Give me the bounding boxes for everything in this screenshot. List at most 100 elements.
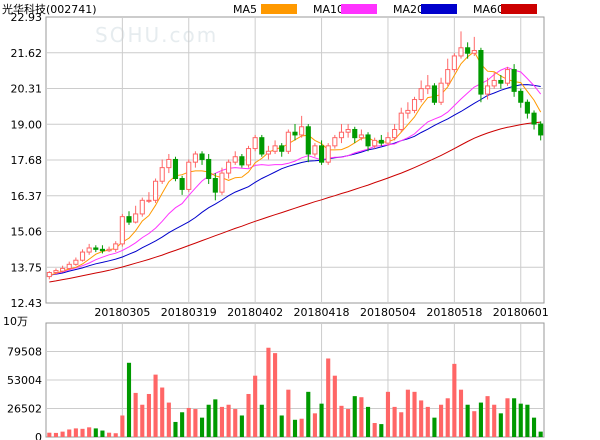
price-tick-label: 19.00: [11, 118, 43, 131]
candle-down: [365, 134, 371, 147]
candle-up: [73, 259, 79, 265]
date-tick-label: 20180305: [94, 306, 150, 319]
volume-bar: [512, 398, 517, 437]
volume-bar: [425, 406, 430, 437]
candle-down: [292, 131, 298, 136]
date-axis: 20180305 20180319 20180402 20180418 20180504…: [94, 306, 548, 319]
volume-bar: [432, 417, 437, 437]
volume-bar: [199, 417, 205, 437]
candle-down: [239, 156, 245, 166]
volume-bar: [379, 424, 384, 437]
volume-bar: [80, 428, 85, 437]
volume-bar: [93, 428, 98, 437]
legend-swatch-ma10: [341, 4, 377, 14]
chart-title: 光华科技(002741): [2, 2, 97, 16]
volume-bar: [332, 375, 337, 437]
candle-up: [226, 161, 232, 174]
candle-down: [531, 112, 537, 125]
volume-bar: [107, 432, 112, 437]
candle-up: [133, 213, 139, 223]
legend-label-ma10: MA10: [313, 3, 344, 16]
volume-bar: [405, 389, 410, 437]
volume-bar: [492, 404, 497, 437]
candle-up: [159, 167, 165, 182]
price-tick-label: 13.75: [11, 261, 43, 274]
volume-bar: [47, 432, 52, 437]
volume-bar: [193, 409, 198, 437]
volume-bar: [498, 413, 503, 437]
volume-bar: [458, 389, 464, 437]
candle-down: [99, 248, 105, 252]
candle-up: [312, 145, 318, 155]
price-tick-label: 20.31: [11, 83, 43, 96]
volume-bar: [233, 409, 238, 437]
volume-bar: [120, 415, 125, 437]
candle-up: [425, 85, 431, 90]
candle-up: [272, 145, 278, 152]
candle-up: [299, 126, 305, 136]
volume-bar: [478, 402, 483, 437]
candle-down: [199, 153, 205, 160]
date-tick-label: 20180319: [161, 306, 217, 319]
volume-bar: [346, 409, 351, 437]
volume-bar: [505, 398, 510, 437]
candle-up: [372, 139, 378, 147]
candle-up: [153, 180, 159, 201]
volume-unit-label: 10万: [3, 315, 28, 328]
candle-up: [458, 47, 464, 57]
candle-down: [319, 145, 325, 163]
price-tick-label: 12.43: [11, 297, 43, 310]
legend-swatch-ma20: [421, 4, 457, 14]
candle-up: [385, 137, 391, 144]
ma20-line: [49, 84, 541, 276]
candle-up: [338, 131, 345, 139]
volume-bar: [166, 402, 171, 437]
candle-up: [265, 150, 271, 155]
candle-up: [418, 88, 424, 101]
candle-down: [259, 137, 265, 155]
price-axis: 22.93 21.62 20.31 19.00 17.68 16.37 15.06 13.75…: [11, 11, 43, 310]
volume-bar: [326, 358, 331, 437]
volume-bar: [359, 397, 364, 437]
candle-down: [478, 50, 484, 95]
candle-up: [53, 270, 59, 273]
volume-bar: [73, 428, 78, 437]
candle-down: [498, 79, 504, 84]
candle-up: [139, 199, 145, 215]
candle-up: [113, 243, 119, 250]
candle-up: [79, 251, 86, 261]
legend-swatch-ma5: [261, 4, 297, 14]
volume-bar: [472, 411, 477, 437]
volume-bar: [67, 429, 72, 437]
volume-bar: [160, 387, 165, 437]
candle-up: [252, 137, 258, 150]
volume-bar: [259, 404, 264, 437]
candle-down: [352, 128, 358, 139]
candle-up: [146, 199, 152, 202]
candle-up: [345, 128, 351, 133]
volume-bar: [525, 404, 530, 437]
candle-up: [445, 69, 451, 84]
volume-bar: [319, 403, 324, 437]
candle-up: [232, 156, 238, 163]
volume-bar: [306, 391, 311, 437]
price-grid: [45, 16, 545, 304]
volume-bar: [518, 403, 523, 437]
candle-up: [392, 128, 398, 139]
date-tick-label: 20180601: [493, 306, 549, 319]
volume-bar: [253, 375, 258, 437]
volume-bar: [352, 396, 357, 437]
candle-down: [524, 101, 530, 114]
volume-bar: [392, 406, 397, 437]
volume-bar: [339, 405, 344, 437]
volume-bar: [100, 430, 105, 437]
candle-up: [106, 248, 112, 252]
volume-bar: [485, 396, 490, 437]
candle-down: [305, 126, 311, 155]
volume-bar: [273, 353, 278, 437]
date-tick-label: 20180418: [294, 306, 350, 319]
candle-up: [471, 50, 477, 54]
candle-up: [398, 112, 404, 130]
